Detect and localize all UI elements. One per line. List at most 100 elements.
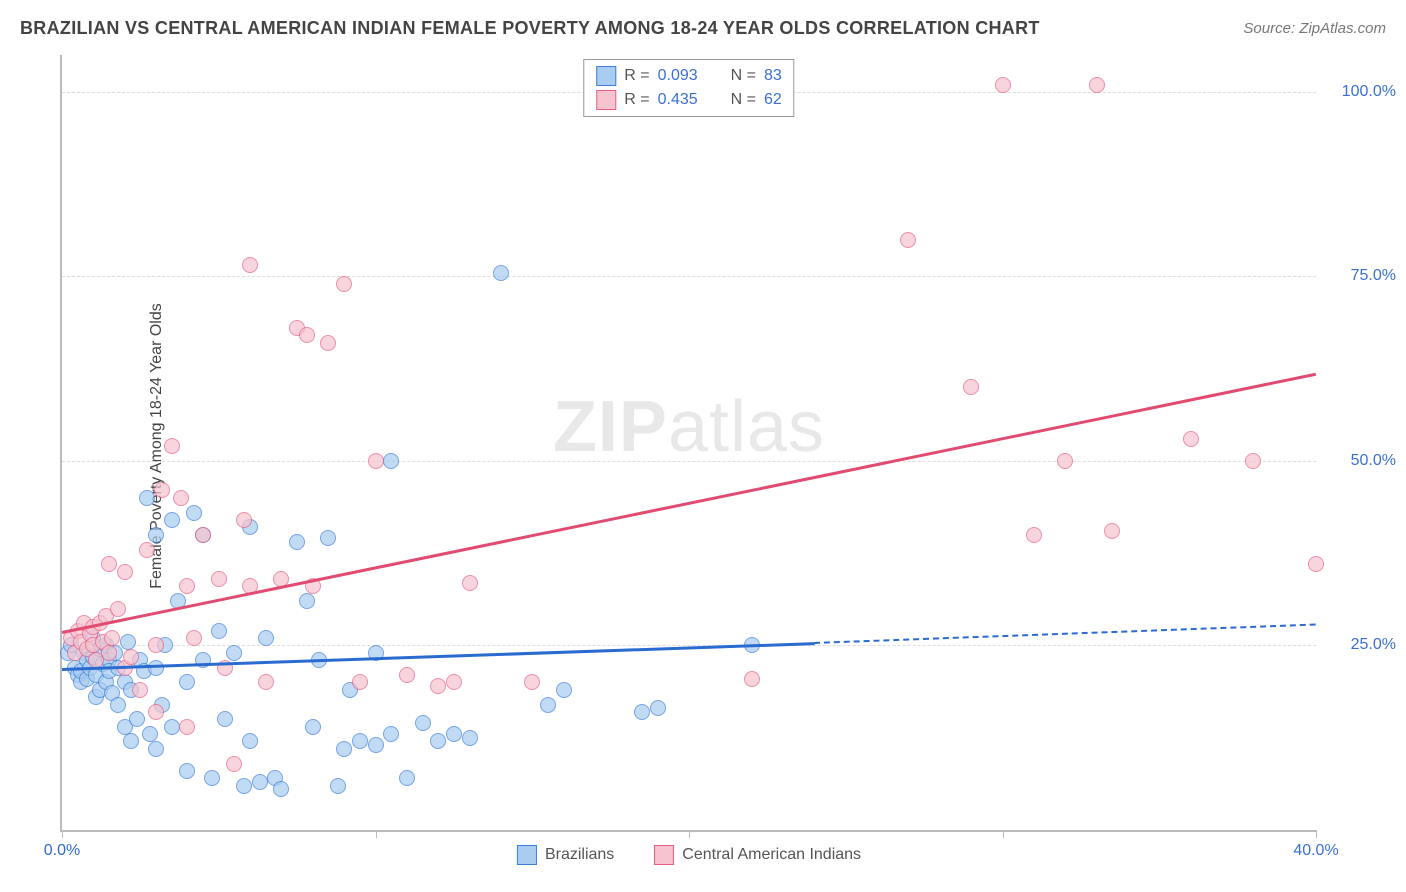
scatter-point <box>744 671 760 687</box>
scatter-point <box>186 505 202 521</box>
x-tick-label: 0.0% <box>44 842 80 860</box>
watermark: ZIPatlas <box>553 386 825 468</box>
scatter-point <box>120 634 136 650</box>
scatter-point <box>258 630 274 646</box>
scatter-point <box>1104 523 1120 539</box>
scatter-point <box>148 741 164 757</box>
scatter-point <box>101 556 117 572</box>
source-prefix: Source: <box>1243 20 1299 37</box>
scatter-point <box>211 623 227 639</box>
scatter-point <box>299 327 315 343</box>
scatter-point <box>226 756 242 772</box>
scatter-point <box>320 530 336 546</box>
y-tick-label: 100.0% <box>1326 83 1396 101</box>
scatter-point <box>123 649 139 665</box>
scatter-point <box>1089 77 1105 93</box>
n-label: N = <box>731 91 756 109</box>
scatter-point <box>179 763 195 779</box>
scatter-point <box>352 674 368 690</box>
correlation-legend-row: R = 0.435N = 62 <box>596 88 781 112</box>
scatter-point <box>104 630 120 646</box>
scatter-point <box>148 660 164 676</box>
scatter-point <box>415 715 431 731</box>
scatter-point <box>305 719 321 735</box>
scatter-point <box>1183 431 1199 447</box>
r-label: R = <box>624 67 649 85</box>
scatter-point <box>148 704 164 720</box>
scatter-point <box>164 512 180 528</box>
scatter-point <box>242 257 258 273</box>
scatter-point <box>430 678 446 694</box>
scatter-point <box>179 719 195 735</box>
scatter-point <box>320 335 336 351</box>
scatter-point <box>524 674 540 690</box>
legend-swatch <box>596 66 616 86</box>
scatter-point <box>462 575 478 591</box>
scatter-point <box>493 265 509 281</box>
r-value: 0.435 <box>658 91 713 109</box>
scatter-point <box>399 667 415 683</box>
series-legend-label: Central American Indians <box>682 846 861 864</box>
x-tick <box>376 830 377 838</box>
x-tick <box>1316 830 1317 838</box>
y-tick-label: 50.0% <box>1326 452 1396 470</box>
x-tick <box>62 830 63 838</box>
scatter-point <box>117 564 133 580</box>
trend-line <box>62 372 1316 633</box>
scatter-point <box>148 637 164 653</box>
correlation-legend: R = 0.093N = 83R = 0.435 N = 62 <box>583 59 794 117</box>
x-tick <box>1003 830 1004 838</box>
scatter-point <box>226 645 242 661</box>
legend-swatch <box>654 845 674 865</box>
scatter-point <box>336 276 352 292</box>
scatter-point <box>368 453 384 469</box>
scatter-point <box>383 453 399 469</box>
source-attribution: Source: ZipAtlas.com <box>1243 20 1386 38</box>
scatter-point <box>242 733 258 749</box>
scatter-point <box>132 682 148 698</box>
scatter-point <box>289 534 305 550</box>
watermark-part2: atlas <box>668 387 825 467</box>
scatter-point <box>446 726 462 742</box>
series-legend-label: Brazilians <box>545 846 614 864</box>
scatter-point <box>650 700 666 716</box>
scatter-point <box>995 77 1011 93</box>
scatter-point <box>110 601 126 617</box>
scatter-point <box>336 741 352 757</box>
series-legend: Brazilians Central American Indians <box>517 845 861 865</box>
scatter-point <box>446 674 462 690</box>
scatter-point <box>1026 527 1042 543</box>
trend-line-extrapolated <box>814 623 1316 643</box>
scatter-point <box>139 542 155 558</box>
scatter-point <box>148 527 164 543</box>
scatter-point <box>154 482 170 498</box>
n-label: N = <box>731 67 756 85</box>
scatter-point <box>299 593 315 609</box>
scatter-point <box>383 726 399 742</box>
scatter-point <box>217 711 233 727</box>
chart-title: BRAZILIAN VS CENTRAL AMERICAN INDIAN FEM… <box>20 18 1040 39</box>
y-tick-label: 25.0% <box>1326 636 1396 654</box>
scatter-point <box>430 733 446 749</box>
scatter-point <box>399 770 415 786</box>
scatter-point <box>179 674 195 690</box>
n-value: 83 <box>764 67 782 85</box>
scatter-point <box>164 719 180 735</box>
scatter-point <box>179 578 195 594</box>
scatter-point <box>900 232 916 248</box>
n-value: 62 <box>764 91 782 109</box>
scatter-point <box>173 490 189 506</box>
watermark-part1: ZIP <box>553 387 668 467</box>
scatter-point <box>164 438 180 454</box>
scatter-point <box>211 571 227 587</box>
source-name: ZipAtlas.com <box>1299 20 1386 37</box>
scatter-point <box>556 682 572 698</box>
scatter-point <box>236 512 252 528</box>
y-tick-label: 75.0% <box>1326 267 1396 285</box>
correlation-legend-row: R = 0.093N = 83 <box>596 64 781 88</box>
x-tick <box>689 830 690 838</box>
legend-swatch <box>596 90 616 110</box>
scatter-point <box>258 674 274 690</box>
gridline <box>62 461 1316 462</box>
series-legend-item: Brazilians <box>517 845 614 865</box>
